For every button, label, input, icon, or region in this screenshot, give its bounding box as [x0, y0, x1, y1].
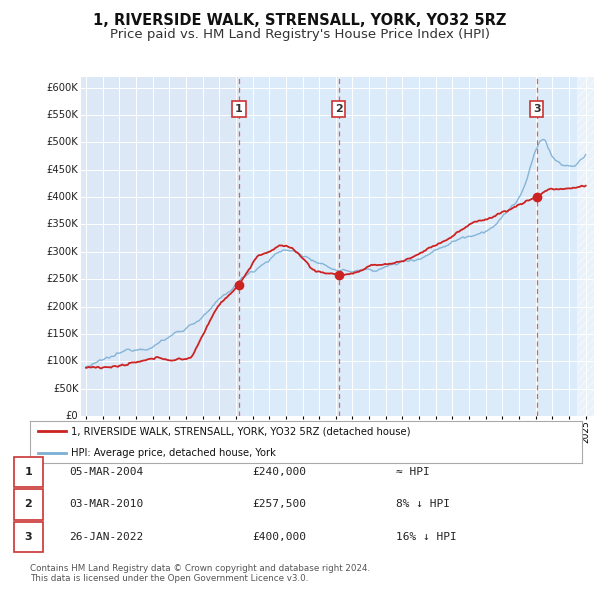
Text: £300K: £300K	[47, 247, 79, 257]
Text: £200K: £200K	[47, 301, 79, 312]
Text: HPI: Average price, detached house, York: HPI: Average price, detached house, York	[71, 448, 276, 457]
Text: £400,000: £400,000	[252, 532, 306, 542]
Text: £400K: £400K	[47, 192, 79, 202]
Bar	[239, 77, 339, 416]
Text: 1, RIVERSIDE WALK, STRENSALL, YORK, YO32 5RZ: 1, RIVERSIDE WALK, STRENSALL, YORK, YO32…	[94, 13, 506, 28]
Text: 3: 3	[25, 532, 32, 542]
Text: 3: 3	[533, 104, 541, 114]
Text: 03-MAR-2010: 03-MAR-2010	[69, 500, 143, 509]
Text: 1: 1	[25, 467, 32, 477]
Bar	[577, 77, 594, 416]
Text: £250K: £250K	[47, 274, 79, 284]
Text: 8% ↓ HPI: 8% ↓ HPI	[396, 500, 450, 509]
Text: 2: 2	[335, 104, 343, 114]
Text: £350K: £350K	[47, 219, 79, 230]
Text: £150K: £150K	[47, 329, 79, 339]
Text: 26-JAN-2022: 26-JAN-2022	[69, 532, 143, 542]
Text: £240,000: £240,000	[252, 467, 306, 477]
Text: £50K: £50K	[53, 384, 79, 394]
Text: £0: £0	[66, 411, 79, 421]
Text: £257,500: £257,500	[252, 500, 306, 509]
Text: 05-MAR-2004: 05-MAR-2004	[69, 467, 143, 477]
Bar	[537, 77, 594, 416]
Text: Price paid vs. HM Land Registry's House Price Index (HPI): Price paid vs. HM Land Registry's House …	[110, 28, 490, 41]
Text: 2: 2	[25, 500, 32, 509]
Text: 16% ↓ HPI: 16% ↓ HPI	[396, 532, 457, 542]
Text: £500K: £500K	[47, 137, 79, 148]
Text: £450K: £450K	[47, 165, 79, 175]
Bar	[339, 77, 537, 416]
Text: £100K: £100K	[47, 356, 79, 366]
Text: 1: 1	[235, 104, 243, 114]
Text: ≈ HPI: ≈ HPI	[396, 467, 430, 477]
Text: £550K: £550K	[47, 110, 79, 120]
Text: 1, RIVERSIDE WALK, STRENSALL, YORK, YO32 5RZ (detached house): 1, RIVERSIDE WALK, STRENSALL, YORK, YO32…	[71, 427, 411, 436]
Text: £600K: £600K	[47, 83, 79, 93]
Text: Contains HM Land Registry data © Crown copyright and database right 2024.
This d: Contains HM Land Registry data © Crown c…	[30, 563, 370, 583]
